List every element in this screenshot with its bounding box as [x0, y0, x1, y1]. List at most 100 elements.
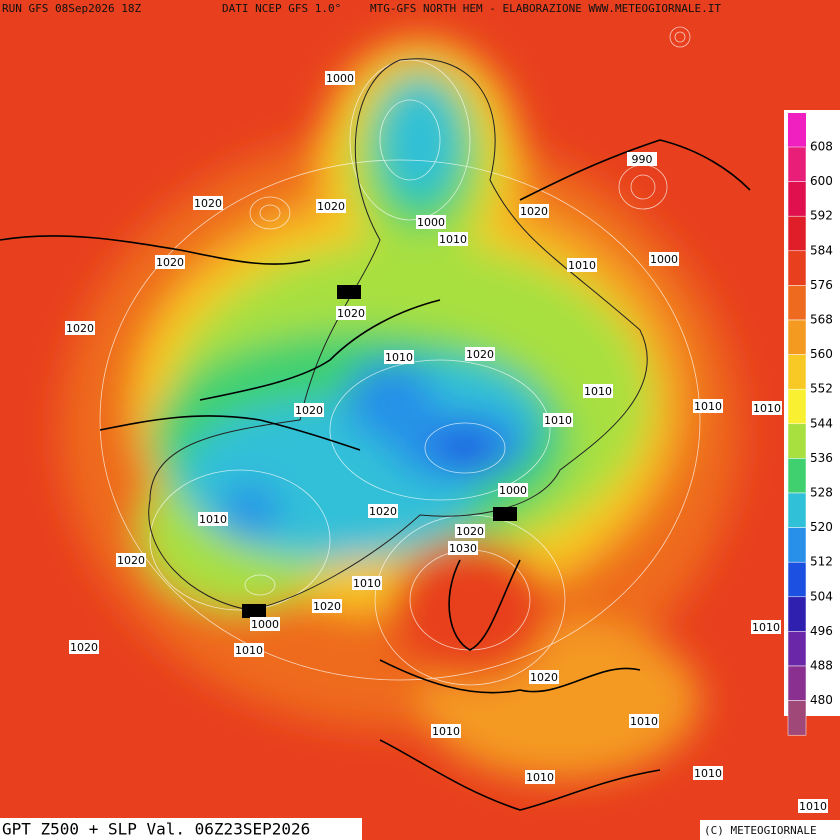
colorbar-swatch	[787, 561, 807, 598]
colorbar-swatch	[787, 700, 807, 736]
isobar-label: 1020	[295, 404, 323, 417]
isobar-label: 1000	[251, 618, 279, 631]
isobar-label: 1020	[456, 525, 484, 538]
label-box	[752, 401, 782, 415]
isobar-label: 1020	[194, 197, 222, 210]
isobar-label: 1020	[337, 307, 365, 320]
label-box	[798, 799, 828, 813]
colorbar-label: 576	[810, 278, 833, 292]
isobar-label: 1010	[694, 400, 722, 413]
label-box	[316, 199, 346, 213]
isobars	[99, 26, 701, 686]
colorbar-swatch	[787, 146, 807, 182]
colorbar-swatch	[787, 250, 807, 286]
product-label: MTG-GFS NORTH HEM - ELABORAZIONE WWW.MET…	[370, 2, 721, 15]
isobar-label: 1010	[353, 577, 381, 590]
colorbar-swatch	[787, 458, 807, 494]
isobar-label: 1000	[499, 484, 527, 497]
label-box	[465, 347, 495, 361]
colorbar-label: 496	[810, 624, 833, 638]
isobar-label: 1010	[199, 513, 227, 526]
colorbar-label: 536	[810, 451, 833, 465]
isobar-label: 1020	[317, 200, 345, 213]
label-box	[294, 403, 324, 417]
label-box	[629, 714, 659, 728]
colorbar-swatch	[787, 215, 807, 252]
isobar-label: 1020	[70, 641, 98, 654]
colorbar-label: 592	[810, 209, 833, 223]
colorbar-label: 552	[810, 382, 833, 396]
source-label: DATI NCEP GFS 1.0°	[222, 2, 341, 15]
copyright: (C) METEOGIORNALE	[704, 824, 817, 837]
label-box	[543, 413, 573, 427]
copyright-bg	[700, 820, 840, 840]
colorbar-label: 600	[810, 174, 833, 188]
footer-title: GPT Z500 + SLP Val. 06Z23SEP2026	[2, 820, 310, 839]
isobar-label: 1010	[584, 385, 612, 398]
label-box	[431, 724, 461, 738]
colorbar-swatch	[787, 527, 807, 563]
label-box	[368, 504, 398, 518]
isobar-label: 1020	[530, 671, 558, 684]
run-label: RUN GFS 08Sep2026 18Z	[2, 2, 141, 15]
label-box	[250, 617, 280, 631]
label-box	[649, 252, 679, 266]
isobar-label: 1020	[369, 505, 397, 518]
isobar-label: 1010	[544, 414, 572, 427]
isobar-label: 1010	[385, 351, 413, 364]
height-field	[60, 40, 740, 780]
label-box	[65, 321, 95, 335]
label-box	[69, 640, 99, 654]
colorbar-label: 488	[810, 659, 833, 673]
label-box	[155, 255, 185, 269]
isobar-label: 552	[243, 605, 266, 618]
isobar-label: 1000	[417, 216, 445, 229]
label-box	[438, 232, 468, 246]
label-box	[416, 215, 446, 229]
label-box	[525, 770, 555, 784]
label-box	[352, 576, 382, 590]
isobar-label: 1010	[694, 767, 722, 780]
isobar-label: 1010	[630, 715, 658, 728]
colorbar-swatch	[787, 354, 807, 390]
isobar-label: 1020	[466, 348, 494, 361]
colorbar-label: 480	[810, 693, 833, 707]
label-box	[498, 483, 528, 497]
colorbar-swatch	[787, 319, 807, 355]
colorbar-label: 504	[810, 589, 833, 603]
label-box	[312, 599, 342, 613]
coastlines	[0, 139, 751, 811]
colorbar-swatch	[787, 665, 807, 701]
colorbar-label: 560	[810, 347, 833, 361]
isobar-label: 1020	[117, 554, 145, 567]
colorbar-swatch	[787, 181, 807, 217]
colorbar-label: 544	[810, 416, 833, 430]
isobar-label: 1000	[326, 72, 354, 85]
colorbar-swatch	[787, 285, 807, 321]
colorbar-swatch	[787, 596, 807, 632]
isobar-label: 1020	[313, 600, 341, 613]
label-box	[583, 384, 613, 398]
isobar-label: 1010	[439, 233, 467, 246]
label-box	[529, 670, 559, 684]
isobar-label: 1020	[520, 205, 548, 218]
colorbar-label: 608	[810, 140, 833, 154]
label-box	[567, 258, 597, 272]
label-box	[384, 350, 414, 364]
label-box	[448, 541, 478, 555]
isobar-label: 1010	[752, 621, 780, 634]
isobar-label: 1010	[799, 800, 827, 813]
label-box	[337, 285, 361, 299]
label-box	[751, 620, 781, 634]
colorbar-label: 584	[810, 243, 833, 257]
isobar-label: 1030	[449, 542, 477, 555]
label-box	[627, 152, 657, 166]
isobar-label: 1020	[156, 256, 184, 269]
colorbar-label: 520	[810, 520, 833, 534]
isobar-label: 1010	[432, 725, 460, 738]
isobar-label: 1000	[650, 253, 678, 266]
label-box	[234, 643, 264, 657]
colorbar-label: 512	[810, 555, 833, 569]
isobar-label: 1020	[66, 322, 94, 335]
